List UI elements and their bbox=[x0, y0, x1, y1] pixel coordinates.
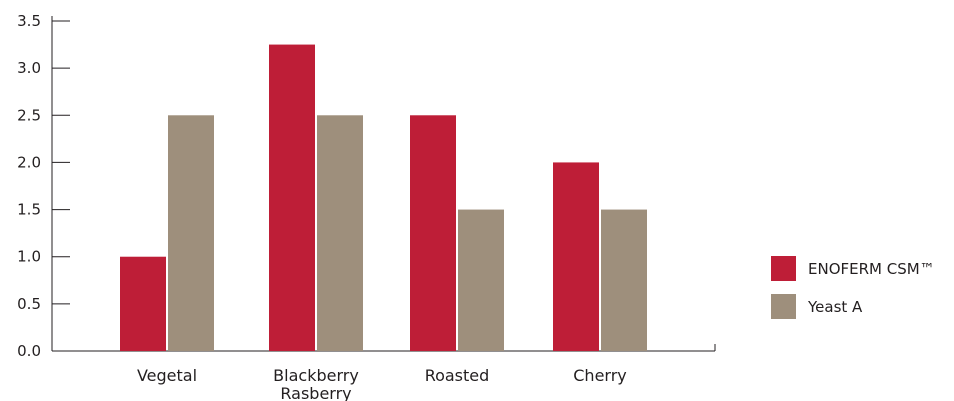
bars-group bbox=[120, 44, 647, 352]
legend-label: Yeast A bbox=[807, 298, 863, 316]
y-tick-label: 0.5 bbox=[17, 295, 41, 313]
bar-enoferm-0 bbox=[120, 256, 166, 351]
y-tick-label: 3.5 bbox=[17, 12, 41, 30]
y-tick-label: 1.0 bbox=[17, 248, 41, 266]
bar-enoferm-1 bbox=[269, 44, 315, 351]
y-tick-label: 1.5 bbox=[17, 201, 41, 219]
x-category-label: Vegetal bbox=[137, 366, 197, 385]
y-tick-label: 2.5 bbox=[17, 106, 41, 124]
bar-yeast-a-0 bbox=[168, 115, 214, 352]
bar-yeast-a-2 bbox=[458, 209, 504, 351]
legend: ENOFERM CSM™ Yeast A bbox=[771, 256, 935, 319]
legend-label: ENOFERM CSM™ bbox=[808, 260, 935, 278]
y-axis: 0.0 0.5 1.0 1.5 2.0 2.5 3.0 3.5 bbox=[17, 12, 70, 360]
x-category-label: Blackberry bbox=[273, 366, 359, 385]
x-category-label: Cherry bbox=[573, 366, 627, 385]
y-tick-label: 0.0 bbox=[17, 342, 41, 360]
bar-yeast-a-3 bbox=[601, 209, 647, 351]
bar-yeast-a-1 bbox=[317, 115, 363, 352]
legend-swatch bbox=[771, 256, 796, 281]
x-category-label: Rasberry bbox=[280, 384, 351, 401]
x-category-label: Roasted bbox=[425, 366, 490, 385]
y-tick-label: 2.0 bbox=[17, 153, 41, 171]
bar-enoferm-2 bbox=[410, 115, 456, 352]
legend-swatch bbox=[771, 294, 796, 319]
bar-enoferm-3 bbox=[553, 162, 599, 351]
y-tick-label: 3.0 bbox=[17, 59, 41, 77]
